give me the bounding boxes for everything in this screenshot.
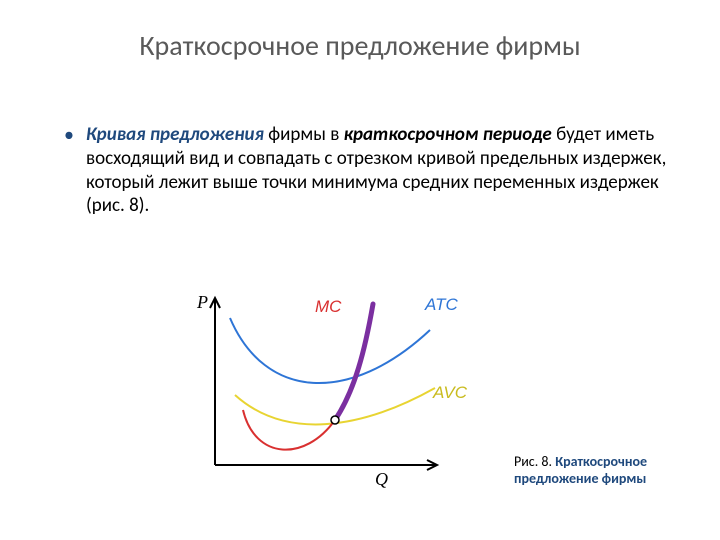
bullet-icon: • (64, 123, 74, 218)
figure-caption: Рис. 8. Краткосрочное предложение фирмы (514, 454, 684, 488)
supply-highlight (335, 304, 373, 420)
page-title: Краткосрочное предложение фирмы (0, 0, 720, 83)
x-axis-label: Q (375, 469, 388, 489)
paragraph-text: Кривая предложения фирмы в краткосрочном… (86, 123, 672, 218)
avc-min-point (331, 416, 339, 424)
y-axis-label: P (196, 292, 208, 312)
cost-curves-chart: P Q MC ATC AVC (175, 290, 495, 500)
avc-label: AVC (432, 383, 468, 402)
emphasis-short-run: краткосрочном периоде (344, 123, 552, 146)
body-paragraph: • Кривая предложения фирмы в краткосрочн… (0, 83, 720, 218)
atc-label: ATC (424, 295, 458, 314)
caption-prefix: Рис. 8. (514, 453, 555, 470)
atc-curve (230, 318, 430, 383)
emphasis-supply-curve: Кривая предложения (86, 123, 264, 146)
text-seg-1: фирмы в (264, 123, 344, 146)
mc-label: MC (315, 297, 342, 316)
